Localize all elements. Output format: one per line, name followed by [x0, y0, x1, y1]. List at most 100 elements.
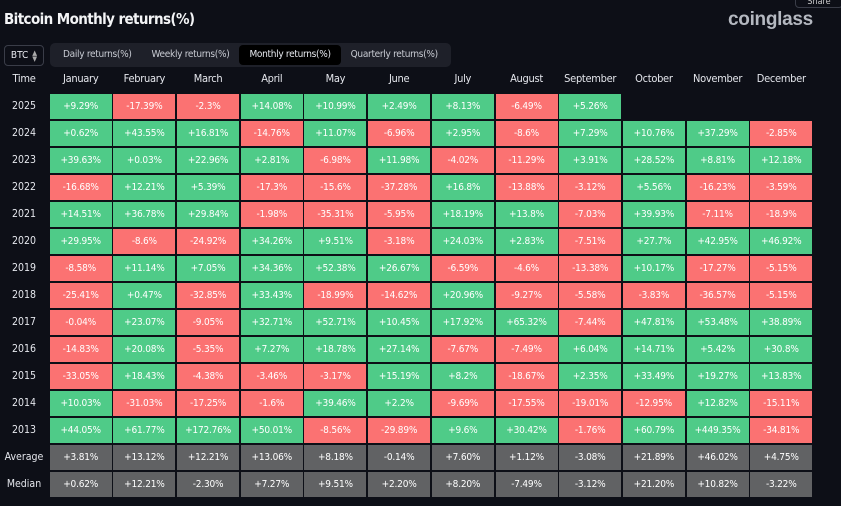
return-cell: +2.2%	[368, 391, 431, 416]
column-header-february: February	[123, 72, 166, 85]
return-cell: -0.04%	[49, 310, 112, 335]
return-cell: +14.51%	[49, 202, 112, 227]
return-cell: -0.14%	[368, 445, 431, 470]
return-cell: +11.07%	[304, 121, 367, 146]
return-cell: -5.35%	[177, 337, 240, 362]
return-cell: -14.62%	[368, 283, 431, 308]
empty-cell	[687, 94, 749, 119]
return-cell: +39.46%	[304, 391, 367, 416]
return-cell: -5.95%	[368, 202, 431, 227]
return-cell: -5.15%	[750, 256, 813, 281]
return-cell: -1.76%	[559, 418, 622, 443]
empty-cell	[750, 94, 812, 119]
return-cell: -18.9%	[750, 202, 813, 227]
return-cell: -6.96%	[368, 121, 431, 146]
return-cell: +22.96%	[177, 148, 240, 173]
column-header-time: Time	[12, 72, 36, 85]
return-cell: +36.78%	[113, 202, 176, 227]
return-cell: +11.14%	[113, 256, 176, 281]
return-cell: -7.11%	[686, 202, 749, 227]
return-cell: -6.59%	[431, 256, 494, 281]
share-button[interactable]: Share	[795, 0, 841, 8]
return-cell: +2.35%	[559, 364, 622, 389]
row-label: 2020	[11, 235, 37, 247]
return-cell: -33.05%	[49, 364, 112, 389]
column-header-may: May	[325, 72, 346, 85]
return-cell: +8.20%	[431, 472, 494, 497]
return-cell: +43.55%	[113, 121, 176, 146]
return-cell: +52.71%	[304, 310, 367, 335]
column-header-august: August	[510, 72, 543, 85]
tab-monthly-returns[interactable]: Monthly returns(%)	[239, 45, 341, 65]
return-cell: -3.83%	[622, 283, 685, 308]
return-cell: +6.04%	[559, 337, 622, 362]
coin-select[interactable]: BTC ▲ ▼	[4, 45, 44, 66]
return-cell: -3.17%	[304, 364, 367, 389]
row-label: 2023	[11, 154, 37, 166]
return-cell: -4.02%	[431, 148, 494, 173]
return-cell: -2.3%	[177, 94, 240, 119]
return-cell: -3.12%	[559, 472, 622, 497]
returns-period-tabs: Daily returns(%) Weekly returns(%) Monthly…	[50, 43, 451, 67]
return-cell: +46.92%	[750, 229, 813, 254]
return-cell: +0.62%	[49, 121, 112, 146]
coinglass-logo: coinglass	[728, 9, 813, 30]
return-cell: +44.05%	[49, 418, 112, 443]
tab-daily-returns[interactable]: Daily returns(%)	[63, 49, 132, 60]
return-cell: -3.22%	[750, 472, 813, 497]
column-header-july: July	[454, 72, 472, 85]
row-label: 2016	[11, 343, 37, 355]
return-cell: -16.68%	[49, 175, 112, 200]
monthly-returns-table: Time January February March April May June July…	[0, 70, 813, 497]
return-cell: -7.44%	[559, 310, 622, 335]
return-cell: +8.2%	[431, 364, 494, 389]
return-cell: +46.02%	[686, 445, 749, 470]
return-cell: +9.6%	[431, 418, 494, 443]
column-header-november: November	[693, 72, 743, 85]
return-cell: -37.28%	[368, 175, 431, 200]
return-cell: +34.36%	[240, 256, 303, 281]
return-cell: +23.07%	[113, 310, 176, 335]
return-cell: -4.38%	[177, 364, 240, 389]
return-cell: -2.30%	[177, 472, 240, 497]
return-cell: +12.21%	[113, 472, 176, 497]
return-cell: +24.03%	[431, 229, 494, 254]
tab-quarterly-returns[interactable]: Quarterly returns(%)	[350, 49, 438, 60]
return-cell: +5.56%	[622, 175, 685, 200]
return-cell: +13.8%	[495, 202, 558, 227]
return-cell: +0.03%	[113, 148, 176, 173]
return-cell: +8.81%	[686, 148, 749, 173]
return-cell: +20.96%	[431, 283, 494, 308]
return-cell: +7.29%	[559, 121, 622, 146]
return-cell: -8.6%	[113, 229, 176, 254]
return-cell: +38.89%	[750, 310, 813, 335]
return-cell: +2.20%	[368, 472, 431, 497]
return-cell: -17.25%	[177, 391, 240, 416]
return-cell: +27.14%	[368, 337, 431, 362]
return-cell: +7.05%	[177, 256, 240, 281]
return-cell: +449.35%	[686, 418, 749, 443]
return-cell: -11.29%	[495, 148, 558, 173]
return-cell: +5.26%	[559, 94, 622, 119]
tab-weekly-returns[interactable]: Weekly returns(%)	[151, 49, 230, 60]
return-cell: +52.38%	[304, 256, 367, 281]
row-label: 2019	[11, 262, 37, 274]
return-cell: +39.63%	[49, 148, 112, 173]
return-cell: +8.13%	[431, 94, 494, 119]
return-cell: -18.67%	[495, 364, 558, 389]
return-cell: -7.49%	[495, 337, 558, 362]
return-cell: -5.58%	[559, 283, 622, 308]
return-cell: +33.49%	[622, 364, 685, 389]
return-cell: +18.19%	[431, 202, 494, 227]
row-label: 2024	[11, 127, 37, 139]
return-cell: +21.20%	[622, 472, 685, 497]
return-cell: -1.98%	[240, 202, 303, 227]
return-cell: +18.78%	[304, 337, 367, 362]
return-cell: -12.95%	[622, 391, 685, 416]
return-cell: +21.89%	[622, 445, 685, 470]
return-cell: +15.19%	[368, 364, 431, 389]
return-cell: -15.11%	[750, 391, 813, 416]
row-label: 2014	[11, 397, 37, 409]
return-cell: -3.08%	[559, 445, 622, 470]
return-cell: +42.95%	[686, 229, 749, 254]
